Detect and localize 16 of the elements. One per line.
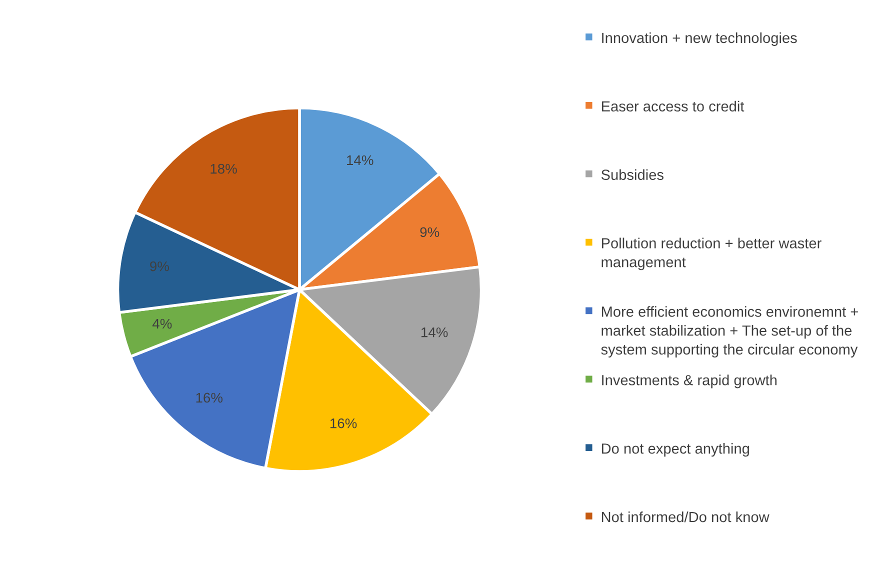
data-label: 14% [421, 327, 448, 338]
data-label: 16% [196, 392, 223, 403]
legend-label: Subsidies [601, 169, 664, 180]
legend-label: Innovation + new technologies [602, 32, 797, 46]
data-label: 18% [210, 164, 237, 174]
legend-label: Do not expect anything [602, 443, 749, 457]
data-label: 4% [152, 318, 172, 329]
legend-label: Investments & rapid growth [602, 374, 777, 388]
legend-label: More efficient economics environemnt + market stabilization + The set-up of the system supporting the circular economy [601, 306, 858, 358]
legend-label: Pollution reduction + better waster management [602, 238, 822, 270]
data-label: 9% [150, 261, 170, 272]
data-label: 9% [420, 227, 440, 238]
legend-label: Easer access to credit [602, 100, 744, 112]
data-label: 14% [347, 155, 374, 166]
data-label: 16% [330, 418, 357, 428]
legend-label: Not informed/Do not know [602, 511, 770, 522]
